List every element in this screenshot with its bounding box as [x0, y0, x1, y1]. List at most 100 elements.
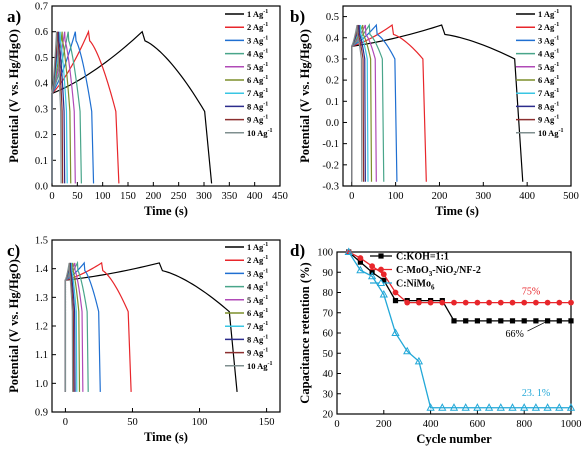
panel-2: 0 100 200 300 400 500 -0.3 -0.2 -0.1 0.0 0.1 0.2 0.3…	[290, 5, 579, 218]
gcd-curve-4	[351, 23, 385, 182]
data-point	[555, 403, 564, 411]
data-point	[556, 318, 562, 324]
y-axis-label: Capacitance retention (%)	[298, 262, 312, 403]
y-tick-label: -0.1	[322, 139, 339, 150]
x-tick-label: 500	[563, 191, 579, 202]
annotation-label: 23. 1%	[522, 388, 550, 399]
x-axis-label: Time (s)	[144, 204, 188, 218]
data-point	[427, 299, 434, 306]
x-axis-label: Cycle number	[416, 432, 492, 446]
gcd-curve-10	[64, 262, 74, 392]
data-point	[474, 318, 480, 324]
y-tick-label: 80	[323, 288, 334, 299]
data-point	[543, 403, 552, 411]
legend-label: 1 Ag-1	[247, 9, 268, 19]
gcd-curve-10	[51, 31, 62, 184]
legend-label: 3 Ag-1	[538, 35, 559, 45]
data-point	[508, 403, 517, 411]
legend-marker	[378, 266, 384, 273]
legend-marker	[378, 253, 384, 259]
data-point	[439, 299, 446, 306]
x-tick-label: 0	[349, 191, 354, 202]
legend-label: 7 Ag-1	[247, 88, 268, 98]
y-tick-label: 0.3	[35, 104, 48, 115]
gcd-curve-1	[51, 30, 213, 184]
data-point	[509, 318, 516, 324]
data-point	[463, 318, 469, 324]
y-tick-label: 90	[323, 268, 334, 279]
x-tick-label: 400	[519, 191, 535, 202]
legend-label: 9 Ag-1	[538, 115, 559, 125]
x-tick-label: 400	[247, 191, 263, 202]
data-point	[414, 356, 424, 365]
legend-label: 2 Ag-1	[247, 22, 268, 32]
y-tick-label: 0.1	[35, 156, 48, 167]
x-tick-label: 350	[221, 191, 237, 202]
y-tick-label: 0.4	[35, 79, 49, 90]
x-axis-label: Time (s)	[435, 204, 479, 218]
data-point	[566, 403, 576, 411]
y-tick-label: 1.3	[35, 293, 48, 304]
panel-label: c)	[7, 241, 20, 260]
gcd-curve-6	[351, 24, 373, 182]
data-point	[367, 271, 377, 280]
panel-label: b)	[290, 7, 305, 26]
y-tick-label: 0.5	[326, 12, 339, 23]
legend-label: 5 Ag-1	[538, 62, 559, 72]
data-point	[344, 247, 353, 255]
x-tick-label: 200	[432, 191, 448, 202]
gcd-curve-6	[51, 31, 72, 184]
legend-marker	[376, 278, 386, 286]
y-tick-label: 0.1	[326, 97, 339, 108]
data-point	[568, 318, 574, 324]
data-point	[416, 299, 422, 306]
panel-label: d)	[290, 241, 305, 260]
gcd-curve-4	[51, 31, 82, 184]
data-point	[404, 299, 411, 306]
y-tick-label: 60	[323, 329, 334, 340]
data-point	[391, 328, 400, 336]
x-tick-label: 50	[127, 417, 138, 428]
x-tick-label: 300	[475, 191, 491, 202]
x-tick-label: 250	[171, 191, 187, 202]
gcd-curve-3	[351, 23, 398, 182]
y-tick-label: 0.0	[35, 182, 48, 193]
data-point	[533, 299, 539, 306]
gcd-curve-1	[351, 24, 524, 182]
data-point	[462, 299, 469, 306]
data-point	[473, 403, 482, 411]
data-point	[498, 318, 504, 324]
data-point	[451, 299, 457, 306]
data-point	[357, 255, 364, 261]
data-point	[392, 289, 399, 296]
data-point	[521, 299, 528, 306]
gcd-curve-5	[51, 31, 76, 184]
data-point	[496, 403, 505, 411]
data-point	[369, 263, 375, 270]
y-tick-label: -0.3	[322, 182, 339, 193]
data-point	[484, 403, 494, 411]
x-tick-label: 0	[63, 417, 68, 428]
y-tick-label: 100	[317, 248, 333, 259]
y-tick-label: 0.3	[326, 54, 339, 65]
legend-label: 9 Ag-1	[247, 348, 268, 358]
y-tick-label: 0.0	[326, 118, 339, 129]
annotation-label: 75%	[522, 287, 540, 298]
legend-label: 6 Ag-1	[247, 308, 268, 318]
plot-frame	[342, 5, 572, 187]
legend-label: 8 Ag-1	[538, 101, 559, 111]
x-tick-label: 50	[72, 191, 83, 202]
legend-label: 9 Ag-1	[247, 115, 268, 125]
y-tick-label: 70	[323, 308, 334, 319]
data-point	[426, 403, 435, 411]
legend-label: 1 Ag-1	[538, 9, 559, 19]
legend-label: 2 Ag-1	[538, 22, 559, 32]
data-point	[392, 298, 399, 304]
data-point	[521, 318, 527, 324]
legend-label: 2 Ag-1	[247, 255, 268, 265]
panel-3: 0 50 100 150 0.9 1.0 1.1 1.2 1.3 1.4 1.5 Time (s) Po…	[7, 236, 281, 444]
x-tick-label: 100	[388, 191, 404, 202]
x-tick-label: 0	[334, 419, 339, 430]
x-tick-label: 1000	[561, 419, 582, 430]
